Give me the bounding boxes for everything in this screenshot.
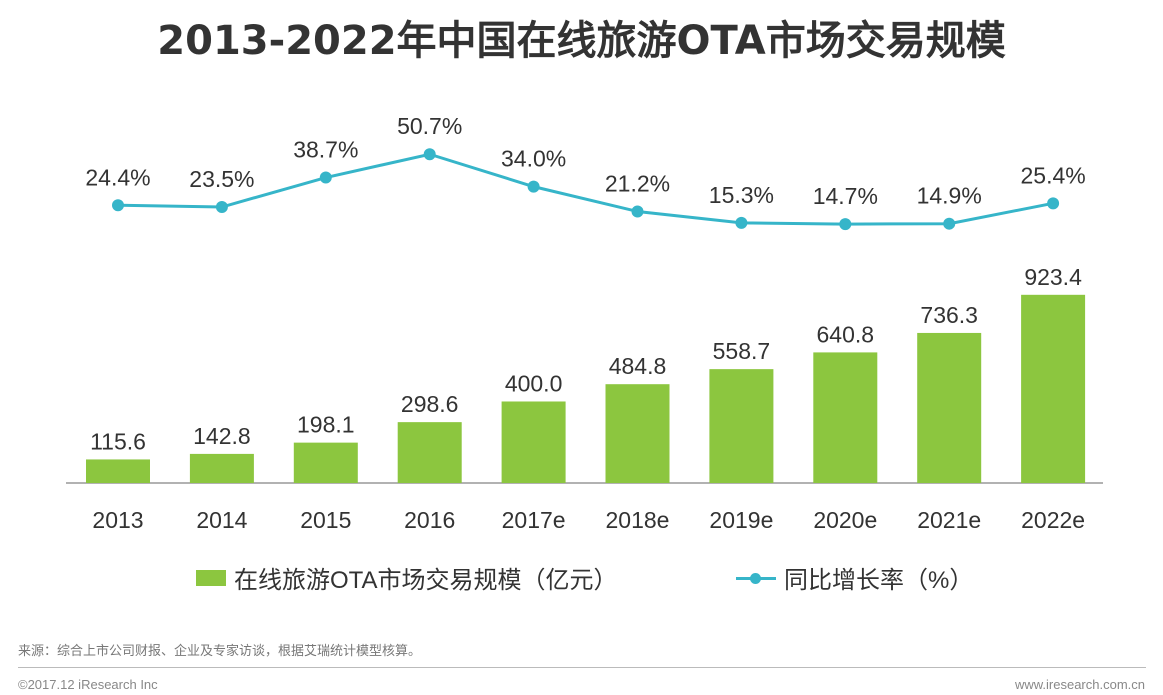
- bar-label-2015: 198.1: [297, 412, 355, 438]
- legend-item-bar: 在线旅游OTA市场交易规模（亿元）: [196, 560, 618, 595]
- legend-bar-label: 在线旅游OTA市场交易规模（亿元）: [234, 567, 618, 594]
- x-tick-2022e: 2022e: [1021, 507, 1085, 533]
- bar-2016: [397, 422, 462, 483]
- growth-label-2013: 24.4%: [85, 164, 150, 190]
- growth-point-2020e: [839, 218, 852, 231]
- x-tick-2014: 2014: [196, 507, 247, 533]
- growth-point-2019e: [735, 216, 748, 229]
- growth-point-2021e: [943, 217, 956, 230]
- growth-line: [117, 152, 1054, 226]
- growth-point-2022e: [1047, 197, 1060, 210]
- x-tick-2019e: 2019e: [709, 507, 773, 533]
- copyright: ©2017.12 iResearch Inc: [18, 677, 158, 692]
- bar-2020e: [813, 352, 878, 483]
- bar-label-2022e: 923.4: [1024, 264, 1082, 290]
- growth-point-2017e: [527, 180, 540, 193]
- growth-point-2016: [423, 148, 436, 161]
- x-tick-2021e: 2021e: [917, 507, 981, 533]
- bar-label-2018e: 484.8: [609, 353, 667, 379]
- bar-2013: [86, 459, 150, 483]
- growth-label-2019e: 15.3%: [709, 182, 774, 208]
- bar-label-2021e: 736.3: [920, 302, 978, 328]
- website: www.iresearch.com.cn: [1014, 677, 1145, 692]
- chart-title: 2013-2022年中国在线旅游OTA市场交易规模: [157, 18, 1006, 64]
- growth-point-2018e: [631, 205, 644, 218]
- growth-point-2014: [215, 201, 228, 214]
- x-tick-2015: 2015: [300, 507, 351, 533]
- growth-point-2013: [112, 199, 124, 212]
- legend-item-line: 同比增长率（%）: [736, 560, 973, 595]
- x-tick-2018e: 2018e: [606, 507, 670, 533]
- source-note: 来源：综合上市公司财报、企业及专家访谈，根据艾瑞统计模型核算。: [18, 643, 422, 658]
- legend-line-swatch: [736, 570, 776, 586]
- legend-bar-swatch: [196, 569, 226, 586]
- bar-label-2013: 115.6: [90, 428, 146, 454]
- bar-2014: [189, 453, 254, 483]
- bar-label-2017e: 400.0: [505, 370, 563, 396]
- bar-label-2020e: 640.8: [817, 321, 875, 347]
- x-tick-2017e: 2017e: [502, 507, 566, 533]
- x-tick-2016: 2016: [404, 507, 455, 533]
- footer-divider: [18, 667, 1146, 668]
- growth-label-2021e: 14.9%: [917, 183, 982, 209]
- bar-label-2014: 142.8: [193, 423, 251, 449]
- growth-point-2015: [319, 171, 332, 184]
- growth-label-2018e: 21.2%: [605, 170, 670, 196]
- bar-2015: [293, 442, 358, 483]
- bar-2021e: [917, 332, 982, 483]
- bar-2018e: [605, 384, 670, 483]
- legend-line-label: 同比增长率（%）: [784, 567, 974, 594]
- growth-label-2016: 50.7%: [397, 113, 462, 139]
- growth-label-2022e: 25.4%: [1020, 162, 1085, 188]
- growth-label-2017e: 34.0%: [501, 146, 566, 172]
- growth-label-2014: 23.5%: [189, 166, 254, 192]
- bar-label-2019e: 558.7: [713, 338, 771, 364]
- bar-2022e: [1021, 294, 1086, 483]
- x-tick-2013: 2013: [92, 507, 143, 533]
- bar-2017e: [501, 401, 566, 483]
- bar-label-2016: 298.6: [401, 391, 459, 417]
- bar-2019e: [709, 369, 774, 483]
- growth-label-2020e: 14.7%: [813, 183, 878, 209]
- x-tick-2020e: 2020e: [813, 507, 877, 533]
- growth-label-2015: 38.7%: [293, 137, 358, 163]
